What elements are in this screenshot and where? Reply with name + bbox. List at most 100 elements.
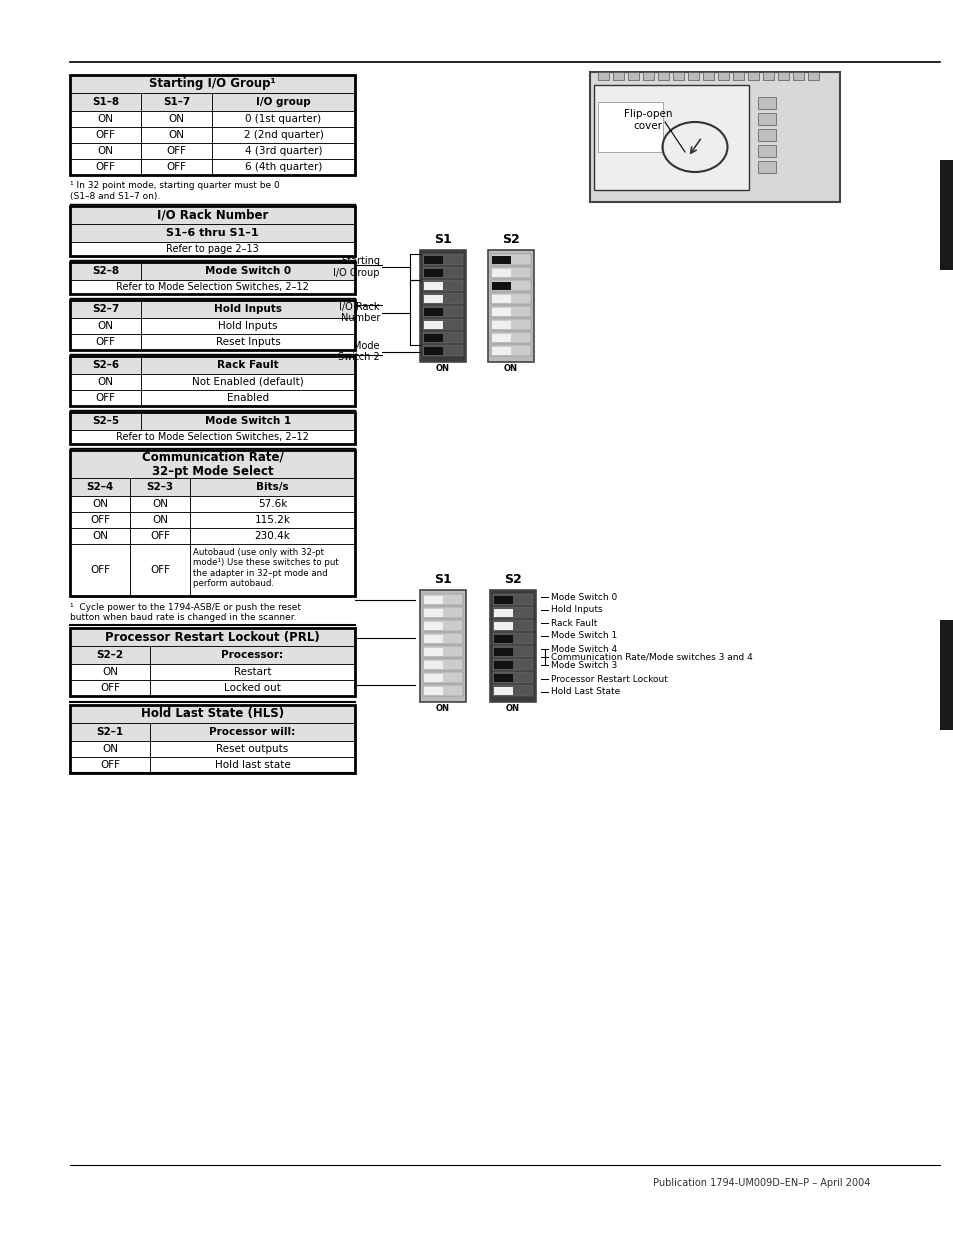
- Bar: [491, 306, 531, 317]
- Bar: [494, 674, 513, 682]
- Text: Mode Switch 4: Mode Switch 4: [551, 645, 617, 653]
- Bar: [589, 72, 840, 203]
- Text: S2–2: S2–2: [96, 650, 124, 659]
- Bar: [423, 347, 442, 354]
- Bar: [422, 634, 462, 643]
- Bar: [70, 224, 355, 242]
- Bar: [70, 143, 141, 159]
- Bar: [792, 72, 803, 80]
- Text: ON: ON: [97, 321, 113, 331]
- Bar: [423, 687, 442, 695]
- Bar: [70, 478, 130, 496]
- Bar: [422, 646, 462, 657]
- Bar: [422, 672, 462, 683]
- Text: 115.2k: 115.2k: [254, 515, 291, 525]
- Bar: [422, 606, 462, 618]
- Bar: [130, 543, 190, 597]
- Text: (S1–8 and S1–7 on).: (S1–8 and S1–7 on).: [70, 193, 160, 201]
- Text: S2–5: S2–5: [91, 416, 119, 426]
- Text: S2–6: S2–6: [91, 359, 119, 370]
- Bar: [423, 648, 442, 656]
- Bar: [141, 111, 212, 127]
- Text: S2–4: S2–4: [87, 482, 113, 492]
- Bar: [423, 269, 442, 277]
- Bar: [423, 256, 442, 264]
- Text: I/O Rack
Number: I/O Rack Number: [339, 301, 379, 324]
- Bar: [70, 390, 141, 406]
- Bar: [488, 249, 534, 362]
- Text: S1: S1: [434, 573, 452, 585]
- Text: OFF: OFF: [95, 162, 115, 172]
- Bar: [70, 300, 141, 317]
- Bar: [141, 262, 355, 280]
- Text: ON: ON: [152, 499, 168, 509]
- Text: OFF: OFF: [90, 515, 110, 525]
- Text: Refer to Mode Selection Switches, 2–12: Refer to Mode Selection Switches, 2–12: [116, 282, 309, 291]
- Bar: [130, 496, 190, 513]
- Bar: [422, 319, 462, 330]
- Text: Processor Restart Lockout (PRL): Processor Restart Lockout (PRL): [105, 631, 319, 643]
- Bar: [491, 280, 531, 291]
- Text: Locked out: Locked out: [224, 683, 280, 693]
- Text: ¹ In 32 point mode, starting quarter must be 0: ¹ In 32 point mode, starting quarter mus…: [70, 182, 279, 190]
- Text: Hold Inputs: Hold Inputs: [551, 605, 602, 615]
- Bar: [70, 75, 355, 175]
- Text: Hold Inputs: Hold Inputs: [218, 321, 277, 331]
- Bar: [70, 93, 141, 111]
- Bar: [212, 93, 355, 111]
- Text: 6 (4th quarter): 6 (4th quarter): [245, 162, 322, 172]
- Bar: [212, 127, 355, 143]
- Text: Communication Rate/Mode switches 3 and 4: Communication Rate/Mode switches 3 and 4: [551, 652, 752, 662]
- Bar: [687, 72, 699, 80]
- Bar: [762, 72, 773, 80]
- Bar: [130, 478, 190, 496]
- Text: ON: ON: [152, 515, 168, 525]
- Bar: [130, 529, 190, 543]
- Bar: [423, 308, 442, 316]
- Bar: [70, 412, 355, 445]
- Text: 57.6k: 57.6k: [257, 499, 287, 509]
- Text: ON: ON: [91, 499, 108, 509]
- Bar: [492, 269, 510, 277]
- Bar: [598, 103, 662, 152]
- Bar: [672, 72, 683, 80]
- Text: S2–7: S2–7: [91, 304, 119, 314]
- Text: Starting
I/O Group: Starting I/O Group: [334, 256, 379, 278]
- Text: Mode Switch 0: Mode Switch 0: [205, 266, 291, 275]
- Bar: [422, 594, 462, 605]
- Text: Processor:: Processor:: [221, 650, 283, 659]
- Text: Mode
Switch 2: Mode Switch 2: [338, 341, 379, 362]
- Bar: [150, 757, 355, 773]
- Bar: [70, 356, 355, 406]
- Text: Autobaud (use only with 32-pt
mode¹) Use these switches to put
the adapter in 32: Autobaud (use only with 32-pt mode¹) Use…: [193, 548, 338, 588]
- Bar: [423, 609, 442, 618]
- Bar: [70, 75, 355, 93]
- Text: I/O Rack Number: I/O Rack Number: [156, 209, 268, 221]
- Bar: [492, 321, 510, 329]
- Bar: [732, 72, 743, 80]
- Text: Mode Switch 1: Mode Switch 1: [551, 631, 617, 641]
- Text: S2: S2: [501, 233, 519, 246]
- Bar: [70, 757, 150, 773]
- Bar: [70, 513, 130, 529]
- Bar: [141, 356, 355, 374]
- Text: OFF: OFF: [167, 162, 186, 172]
- Text: Processor Restart Lockout: Processor Restart Lockout: [551, 674, 667, 683]
- Bar: [758, 128, 775, 141]
- Bar: [212, 143, 355, 159]
- Text: OFF: OFF: [95, 393, 115, 403]
- Text: S2: S2: [503, 573, 521, 585]
- Bar: [141, 374, 355, 390]
- Bar: [141, 127, 212, 143]
- Bar: [598, 72, 608, 80]
- Bar: [494, 635, 513, 643]
- Bar: [423, 282, 442, 290]
- Text: button when baud rate is changed in the scanner.: button when baud rate is changed in the …: [70, 614, 296, 622]
- Bar: [70, 741, 150, 757]
- Bar: [190, 478, 355, 496]
- Bar: [493, 659, 533, 671]
- Bar: [494, 687, 513, 695]
- Text: ON: ON: [97, 146, 113, 156]
- Bar: [190, 543, 355, 597]
- Bar: [70, 646, 150, 664]
